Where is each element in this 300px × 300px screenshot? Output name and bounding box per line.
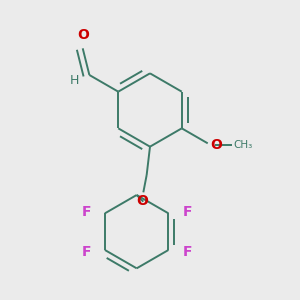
Text: CH₃: CH₃ <box>233 140 252 150</box>
Text: O: O <box>137 194 148 208</box>
Text: F: F <box>81 205 91 219</box>
Text: F: F <box>182 205 192 219</box>
Text: O: O <box>210 138 222 152</box>
Text: O: O <box>77 28 88 42</box>
Text: F: F <box>81 245 91 259</box>
Text: H: H <box>70 74 79 88</box>
Text: F: F <box>182 245 192 259</box>
